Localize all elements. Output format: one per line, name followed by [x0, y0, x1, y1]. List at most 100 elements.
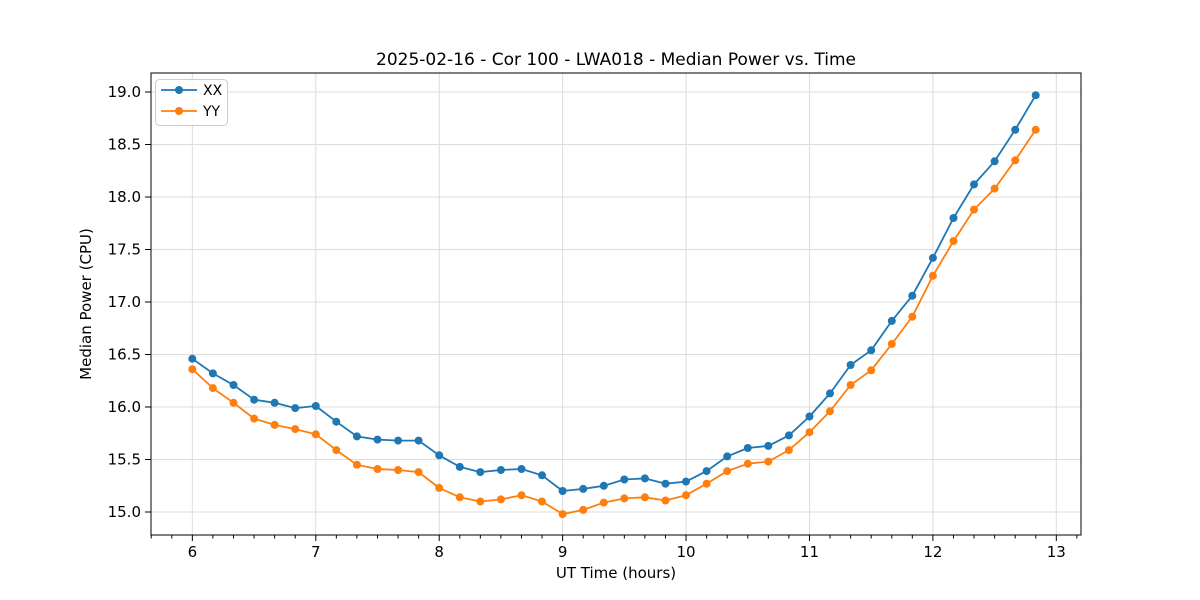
y-tick-label: 16.0 — [108, 398, 141, 416]
x-tick-label: 8 — [434, 543, 444, 561]
data-point-yy — [805, 428, 814, 437]
data-point-xx — [208, 369, 217, 378]
data-point-xx — [702, 467, 711, 476]
data-point-xx — [846, 361, 855, 369]
data-point-yy — [682, 491, 690, 500]
data-point-xx — [517, 465, 526, 473]
data-point-xx — [867, 346, 876, 355]
x-tick-label: 11 — [800, 543, 819, 561]
data-point-yy — [1011, 156, 1020, 165]
legend-swatch-yy — [175, 107, 183, 115]
data-point-xx — [661, 479, 670, 488]
data-point-xx — [949, 214, 958, 222]
data-point-yy — [867, 366, 876, 375]
data-point-xx — [332, 417, 341, 426]
y-tick-label: 15.5 — [108, 451, 141, 469]
data-point-xx — [887, 316, 896, 325]
x-tick-label: 9 — [558, 543, 568, 561]
legend-label-xx: XX — [203, 83, 223, 99]
data-point-yy — [373, 465, 382, 473]
legend-swatch-xx — [175, 86, 183, 94]
data-point-xx — [928, 253, 937, 262]
plot-border — [150, 72, 1082, 536]
data-point-yy — [908, 312, 917, 321]
data-point-yy — [394, 466, 403, 474]
data-point-yy — [949, 237, 958, 246]
data-point-xx — [311, 402, 320, 410]
data-point-yy — [826, 407, 834, 416]
data-point-xx — [476, 468, 485, 477]
data-point-yy — [990, 184, 999, 193]
data-point-yy — [887, 340, 896, 348]
x-tick-label: 12 — [923, 543, 942, 561]
data-point-yy — [455, 493, 464, 502]
data-point-yy — [661, 496, 670, 505]
legend-label-yy: YY — [202, 104, 221, 120]
x-tick-label: 10 — [676, 543, 695, 561]
data-point-xx — [784, 431, 793, 440]
data-point-xx — [496, 466, 505, 474]
data-point-yy — [846, 381, 855, 389]
data-point-yy — [928, 271, 937, 280]
data-point-xx — [682, 477, 690, 486]
data-point-yy — [640, 493, 649, 502]
data-point-xx — [908, 291, 917, 300]
data-point-yy — [784, 446, 793, 455]
data-point-yy — [723, 467, 732, 476]
data-point-yy — [476, 497, 485, 506]
legend-box — [155, 79, 228, 126]
data-point-yy — [332, 446, 341, 455]
legend: XX YY — [155, 79, 228, 126]
x-tick-label: 6 — [188, 543, 198, 561]
data-point-xx — [805, 412, 814, 421]
data-point-yy — [188, 365, 197, 374]
data-point-xx — [970, 180, 978, 189]
data-layer — [188, 91, 1040, 519]
data-point-yy — [229, 398, 238, 407]
series-line-xx — [191, 94, 1037, 492]
data-point-xx — [990, 157, 999, 166]
data-point-xx — [764, 441, 773, 450]
data-point-yy — [558, 510, 567, 519]
x-tick-label: 7 — [311, 543, 321, 561]
data-point-xx — [414, 436, 423, 445]
data-point-xx — [826, 389, 834, 398]
y-tick-label: 17.5 — [108, 241, 141, 259]
data-point-xx — [188, 354, 197, 363]
data-point-xx — [538, 471, 546, 480]
data-point-yy — [352, 460, 361, 469]
y-tick-label: 17.0 — [108, 293, 141, 311]
data-point-yy — [538, 497, 546, 506]
y-axis-label: Median Power (CPU) — [77, 228, 95, 380]
data-point-yy — [620, 494, 629, 503]
data-point-yy — [517, 491, 526, 500]
data-point-xx — [394, 436, 403, 445]
x-axis-label: UT Time (hours) — [556, 564, 676, 582]
x-tick-label: 13 — [1047, 543, 1066, 561]
data-point-yy — [764, 457, 773, 466]
y-tick-label: 18.0 — [108, 188, 141, 206]
data-point-yy — [291, 425, 300, 434]
data-point-xx — [291, 404, 300, 413]
series-line-yy — [191, 129, 1037, 515]
grid-layer — [151, 73, 1081, 535]
data-point-xx — [435, 451, 444, 460]
data-point-xx — [270, 398, 279, 407]
data-point-yy — [435, 483, 444, 492]
data-point-yy — [743, 459, 752, 468]
data-point-xx — [599, 481, 608, 490]
data-point-yy — [270, 420, 279, 429]
data-point-xx — [723, 452, 732, 461]
data-point-xx — [373, 435, 382, 444]
data-point-xx — [352, 432, 361, 441]
y-tick-label: 15.0 — [108, 503, 141, 521]
data-point-xx — [455, 462, 464, 471]
y-tick-label: 19.0 — [108, 83, 141, 101]
data-point-xx — [620, 475, 629, 484]
data-point-yy — [311, 430, 320, 439]
data-point-xx — [743, 444, 752, 452]
data-point-xx — [250, 395, 259, 404]
data-point-yy — [1031, 125, 1040, 134]
